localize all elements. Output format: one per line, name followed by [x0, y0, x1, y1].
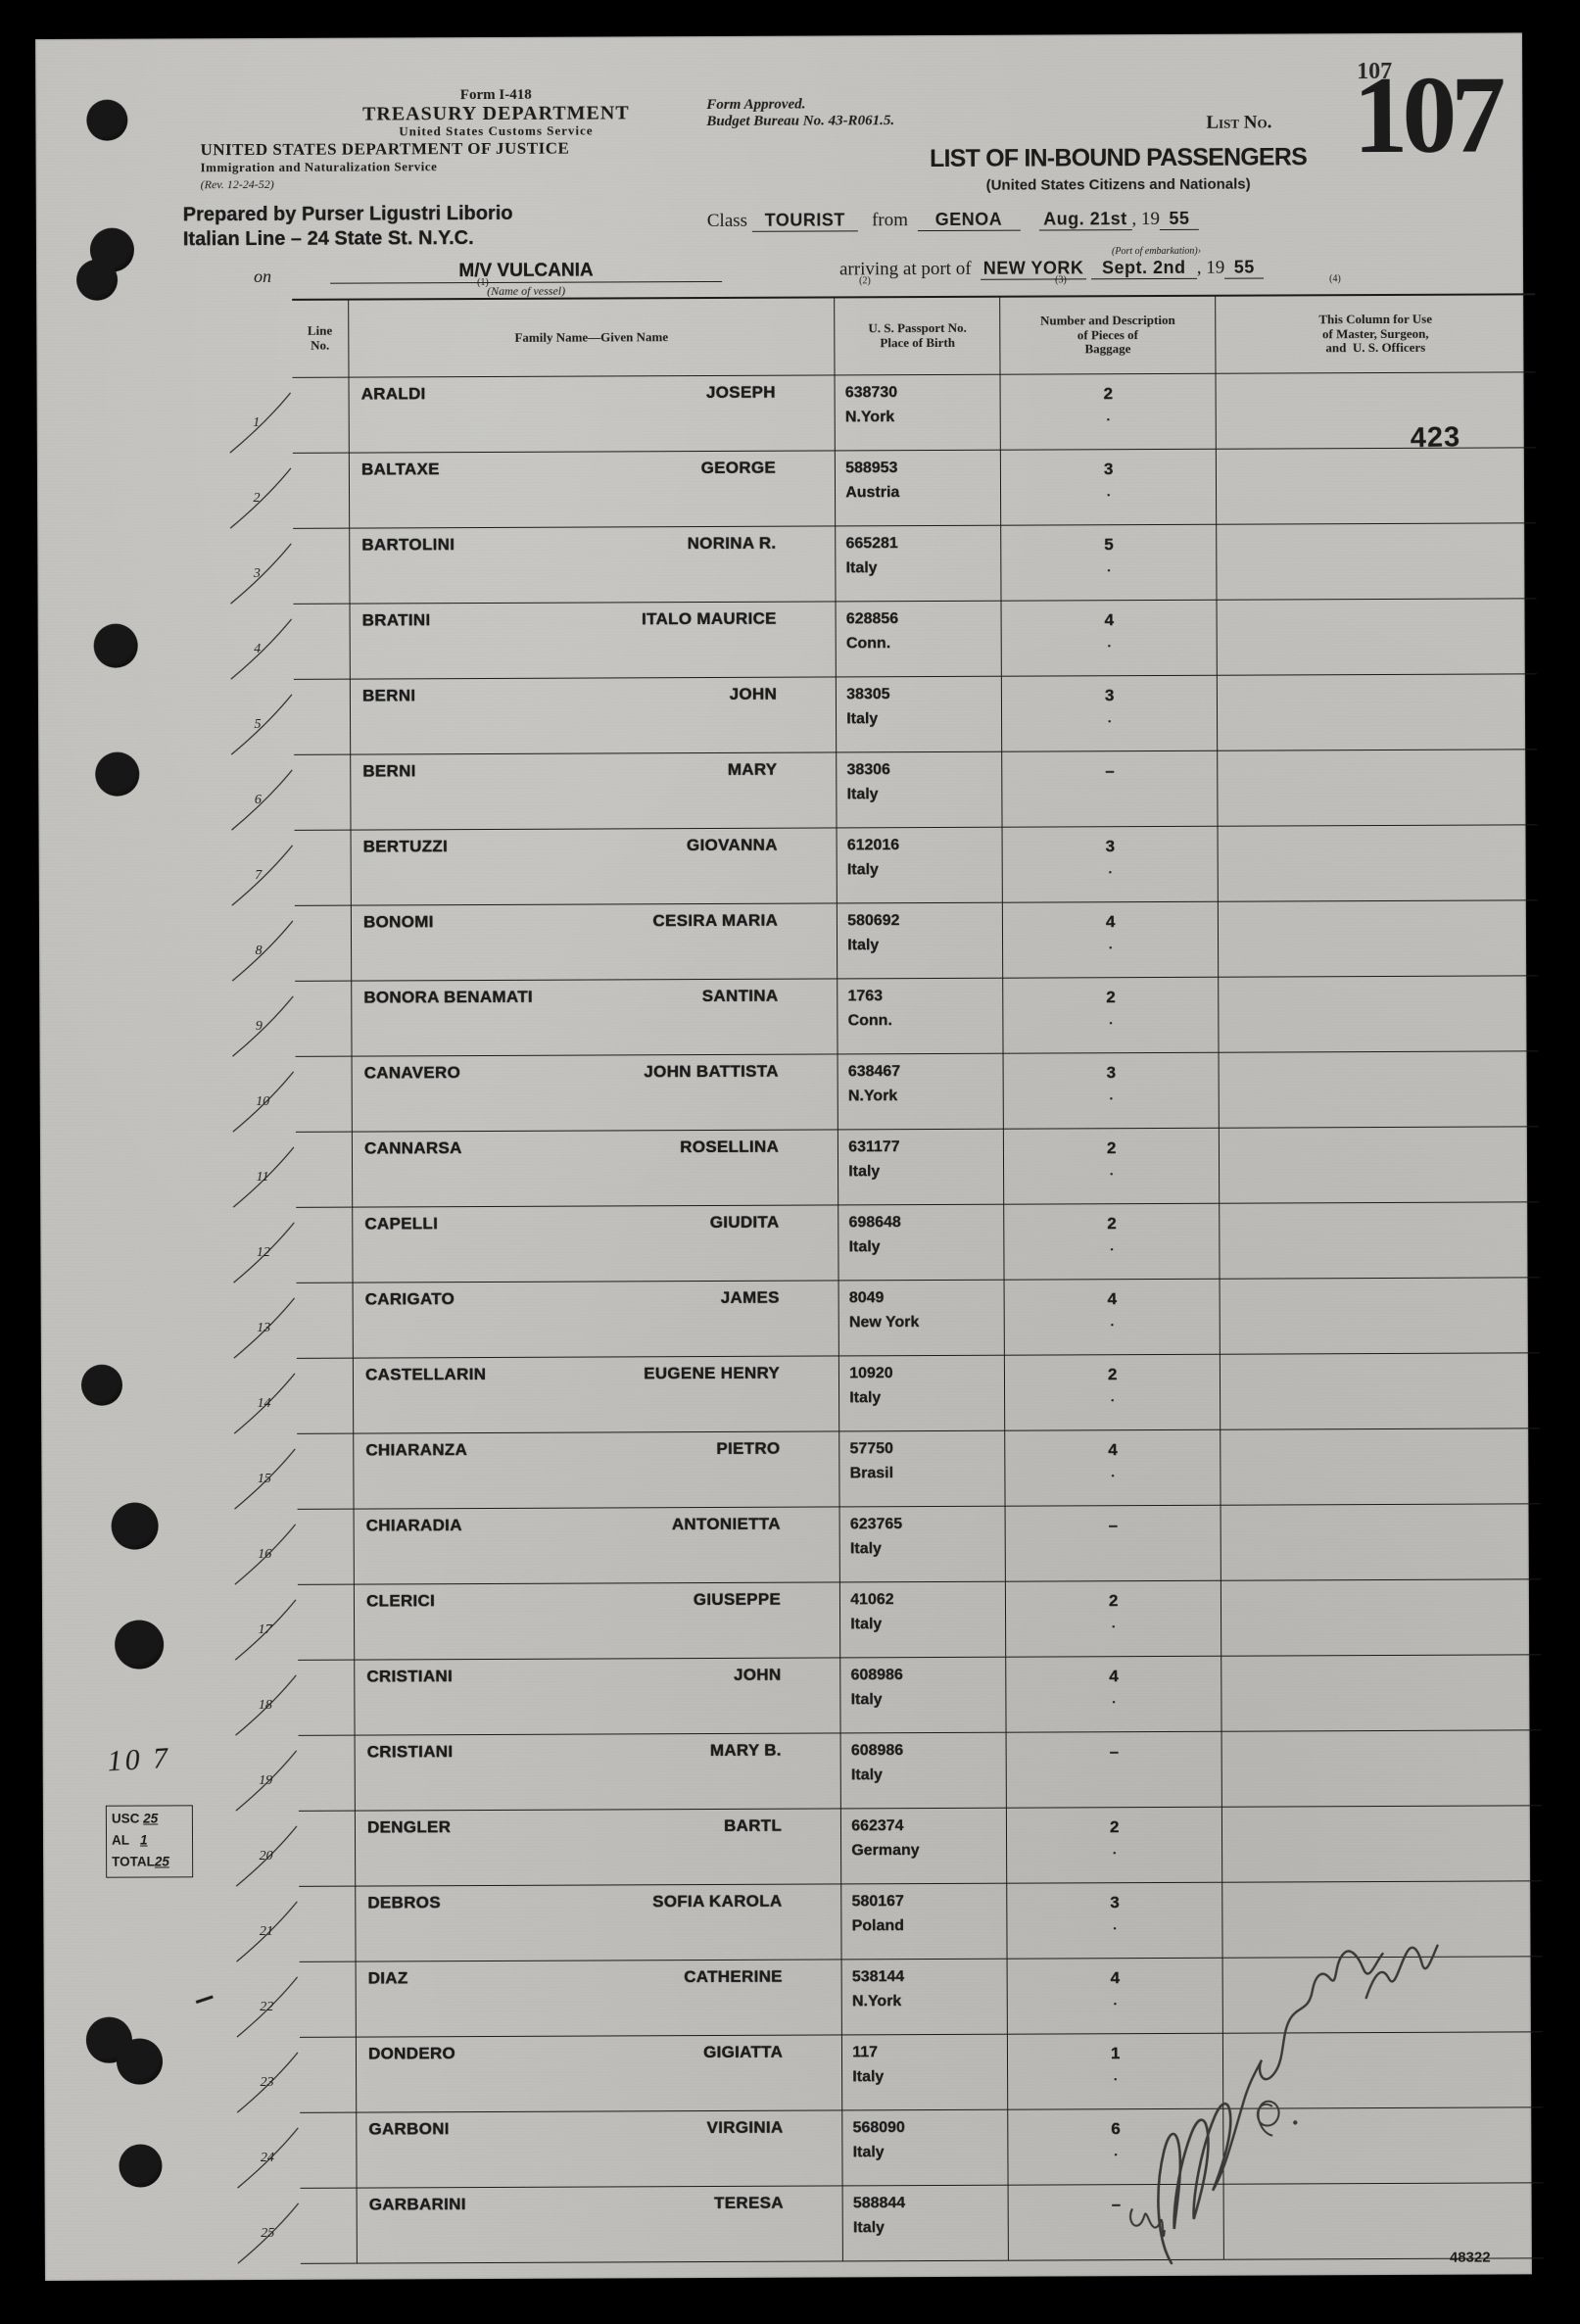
svg-text:24: 24 — [261, 2151, 274, 2165]
svg-text:16: 16 — [258, 1547, 271, 1562]
svg-text:3: 3 — [253, 566, 261, 581]
svg-text:25: 25 — [261, 2226, 274, 2241]
svg-text:15: 15 — [258, 1472, 271, 1486]
svg-text:18: 18 — [259, 1698, 272, 1713]
svg-text:1: 1 — [253, 415, 260, 430]
svg-text:23: 23 — [261, 2075, 274, 2090]
svg-text:20: 20 — [260, 1849, 273, 1864]
svg-text:12: 12 — [257, 1245, 270, 1260]
svg-text:4: 4 — [254, 642, 261, 656]
svg-text:7: 7 — [255, 868, 263, 883]
svg-text:5: 5 — [255, 717, 262, 732]
svg-text:8: 8 — [256, 944, 263, 958]
svg-text:9: 9 — [256, 1019, 263, 1034]
svg-text:21: 21 — [260, 1924, 273, 1939]
svg-text:11: 11 — [257, 1170, 269, 1185]
svg-text:17: 17 — [259, 1622, 273, 1637]
svg-text:10: 10 — [256, 1094, 269, 1109]
svg-text:22: 22 — [260, 2000, 273, 2014]
svg-text:13: 13 — [257, 1321, 270, 1335]
svg-text:6: 6 — [255, 793, 262, 807]
svg-text:14: 14 — [258, 1396, 271, 1411]
svg-text:19: 19 — [259, 1773, 272, 1788]
svg-text:2: 2 — [254, 491, 261, 506]
